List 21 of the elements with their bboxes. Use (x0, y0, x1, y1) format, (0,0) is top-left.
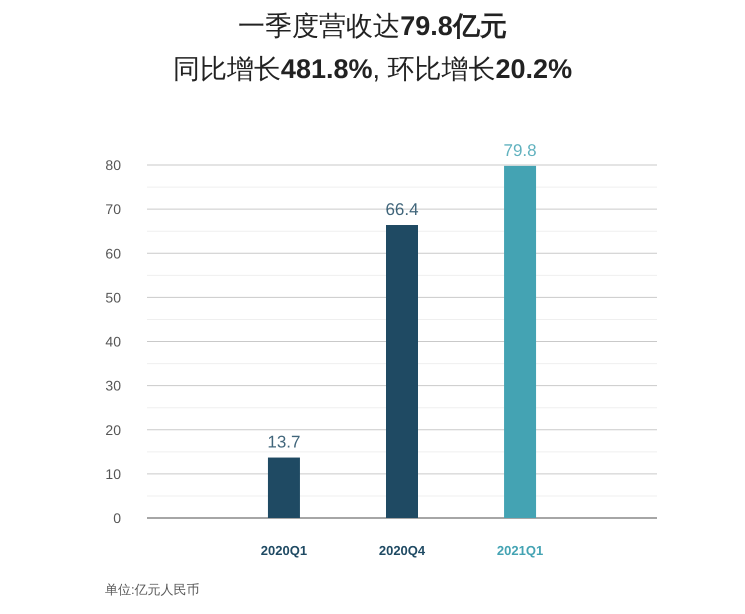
y-tick-label: 20 (105, 422, 122, 438)
y-tick-label: 40 (105, 334, 122, 350)
bar (386, 225, 418, 518)
text: 单位:亿元人民币 (105, 582, 200, 597)
chart-subtitle: 同比增长481.8%, 环比增长20.2% (172, 54, 572, 84)
x-tick-label: 2020Q4 (378, 543, 426, 558)
x-tick-label: 2020Q1 (260, 543, 308, 558)
bar (268, 458, 300, 518)
data-label: 79.8 (504, 140, 537, 160)
x-tick-label: 2021Q1 (496, 543, 544, 558)
y-tick-label: 10 (105, 466, 122, 482)
y-tick-label: 50 (105, 289, 122, 306)
bar (504, 166, 536, 518)
data-label: 66.4 (385, 200, 419, 220)
y-tick-label: 0 (113, 510, 122, 526)
y-tick-label: 80 (105, 157, 122, 173)
data-label: 13.7 (267, 432, 300, 452)
y-tick-label: 30 (105, 378, 122, 394)
y-tick-label: 60 (105, 245, 122, 262)
y-tick-label: 70 (105, 201, 122, 218)
chart-title: 一季度营收达79.8亿元 (238, 11, 507, 41)
